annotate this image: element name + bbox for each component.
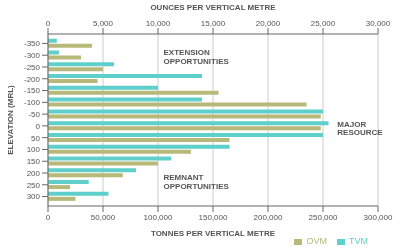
svg-text:300,000: 300,000 [364,213,392,222]
svg-text:15,000: 15,000 [201,19,226,28]
svg-text:10,000: 10,000 [146,19,171,28]
svg-text:0: 0 [46,213,51,222]
svg-text:-300: -300 [24,51,41,60]
html-text:OVM: OVM [306,236,327,246]
svg-text:250,000: 250,000 [309,213,338,222]
svg-text:50: 50 [31,134,40,143]
svg-text:EXTENSIONOPPORTUNITIES: EXTENSIONOPPORTUNITIES [164,48,230,66]
html-text:TVM: TVM [349,236,368,246]
svg-text:200,000: 200,000 [254,213,283,222]
svg-text:150,000: 150,000 [199,213,228,222]
svg-text:OUNCES PER VERTICAL METRE: OUNCES PER VERTICAL METRE [150,3,276,12]
svg-text:25,000: 25,000 [311,19,336,28]
svg-text:-50: -50 [28,110,40,119]
svg-text:REMNANTOPPORTUNITIES: REMNANTOPPORTUNITIES [164,173,230,191]
svg-text:-350: -350 [24,39,41,48]
svg-text:30,000: 30,000 [366,19,391,28]
svg-text:MAJORRESOURCE: MAJORRESOURCE [337,120,383,138]
svg-text:0: 0 [36,122,41,131]
svg-text:150: 150 [27,157,41,166]
svg-text:TONNES PER VERTICAL METRE: TONNES PER VERTICAL METRE [151,229,276,238]
svg-text:-200: -200 [24,75,41,84]
svg-text:100: 100 [27,145,41,154]
svg-text:5,000: 5,000 [93,19,114,28]
svg-text:200: 200 [27,169,41,178]
svg-text:100,000: 100,000 [144,213,173,222]
svg-text:250: 250 [27,181,41,190]
svg-text:-100: -100 [24,98,41,107]
svg-text:300: 300 [27,192,41,201]
svg-text:20,000: 20,000 [256,19,281,28]
svg-text:ELEVATION (MRL): ELEVATION (MRL) [8,85,15,155]
svg-text:-250: -250 [24,63,41,72]
svg-text:50,000: 50,000 [91,213,116,222]
svg-text:0: 0 [46,19,51,28]
svg-text:-150: -150 [24,86,41,95]
